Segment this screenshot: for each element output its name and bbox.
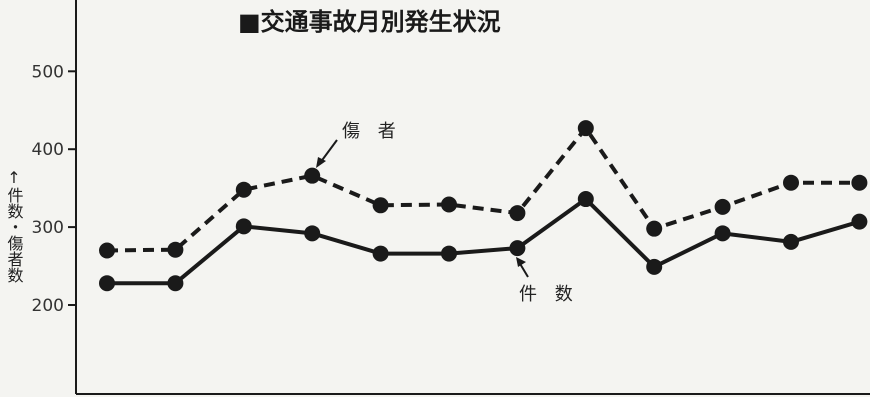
- y-tick-label: 400: [32, 140, 64, 160]
- data-point-injured: [577, 120, 594, 137]
- data-point-injured: [372, 197, 389, 214]
- chart-title: ■交通事故月別発生状況: [238, 8, 501, 36]
- y-tick-label: 500: [32, 62, 64, 82]
- annotation-count-label: 件 数: [519, 284, 579, 305]
- data-point-count: [783, 233, 799, 250]
- data-point-injured: [304, 167, 321, 184]
- series-layer: [99, 120, 868, 292]
- data-point-injured: [714, 198, 731, 215]
- data-point-injured: [851, 174, 868, 191]
- data-point-count: [509, 240, 526, 257]
- data-point-count: [714, 225, 731, 242]
- data-point-injured: [235, 181, 252, 198]
- data-point-injured: [441, 196, 457, 213]
- annotation-count: 件 数: [516, 257, 579, 305]
- data-point-injured: [646, 220, 663, 237]
- data-point-count: [304, 225, 321, 242]
- series-line-count: [107, 197, 860, 286]
- y-ticks: 200 300 400 500: [32, 62, 76, 316]
- data-point-count: [235, 218, 252, 235]
- data-point-count: [646, 258, 663, 275]
- series-line-injured: [106, 126, 860, 253]
- data-point-count: [99, 275, 115, 292]
- svg-text:↑件数・傷者数: ↑件数・傷者数: [5, 168, 24, 283]
- annotation-injured-label: 傷 者: [342, 121, 402, 142]
- data-point-count: [851, 213, 868, 230]
- y-tick-label: 300: [32, 218, 64, 238]
- y-axis-label: ↑件数・傷者数: [5, 168, 24, 283]
- data-point-injured: [167, 241, 184, 258]
- data-point-count: [441, 245, 457, 262]
- data-point-count: [167, 275, 184, 292]
- annotation-injured: 傷 者: [316, 121, 402, 168]
- data-point-injured: [99, 242, 115, 259]
- data-point-injured: [509, 205, 526, 222]
- y-tick-label: 200: [32, 296, 64, 316]
- data-point-count: [577, 191, 594, 208]
- data-point-injured: [783, 174, 799, 191]
- data-point-count: [372, 245, 389, 262]
